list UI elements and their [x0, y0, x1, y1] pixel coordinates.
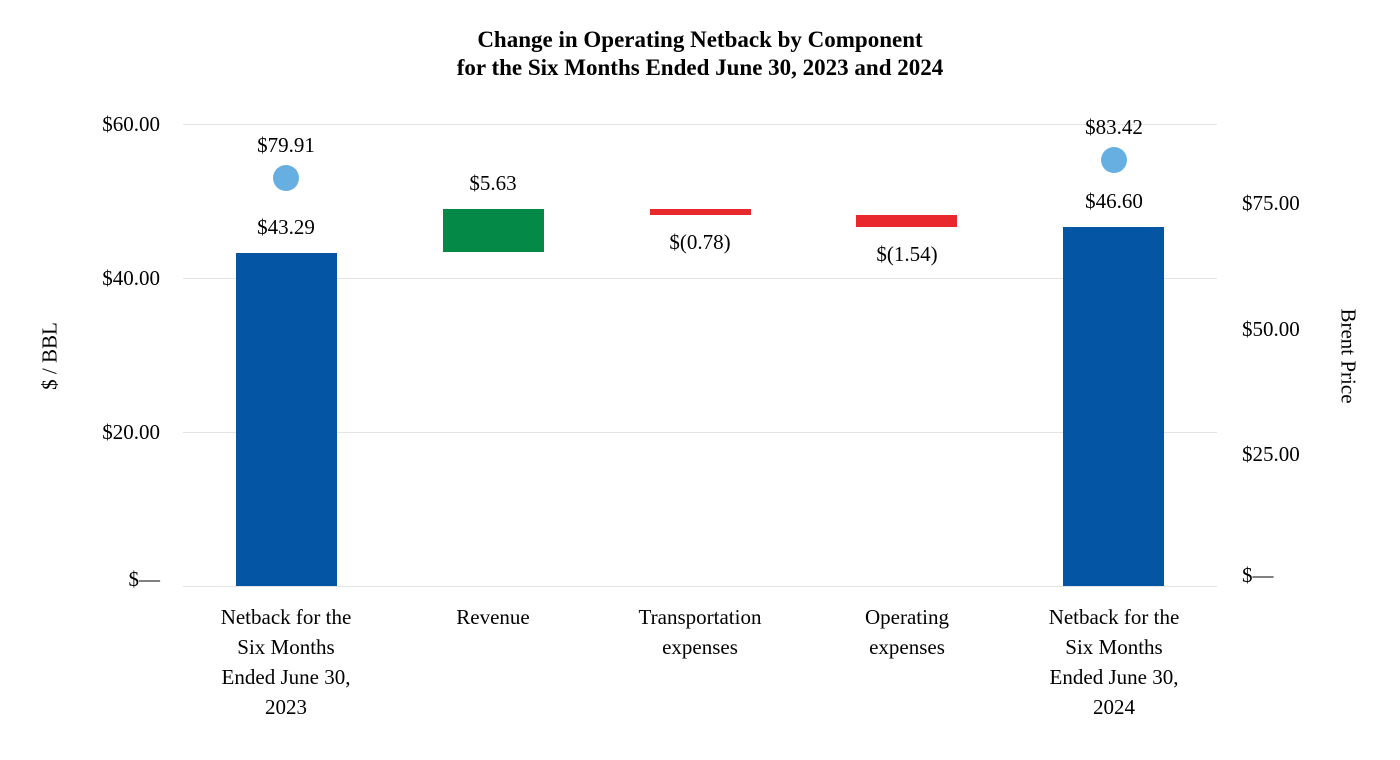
- category-label-netback-2024: Netback for the Six Months Ended June 30, 2…: [999, 602, 1229, 722]
- category-label-line: expenses: [662, 635, 738, 659]
- y-axis-tick-right-25: $25.00: [1242, 442, 1300, 466]
- marker-value-label-83.42: $83.42: [1085, 115, 1143, 139]
- category-label-line: Netback for the: [1048, 605, 1180, 629]
- waterfall-bar-transportation-expenses: [650, 209, 751, 215]
- category-label-line: Revenue: [456, 605, 530, 629]
- gridline-60: [183, 124, 1217, 125]
- waterfall-bar-operating-expenses: [856, 215, 957, 227]
- bar-value-label-operating-expenses: $(1.54): [876, 242, 938, 266]
- waterfall-bar-netback-2023: [236, 253, 337, 586]
- chart-title-line-1: Change in Operating Netback by Component: [477, 27, 923, 52]
- category-label-revenue: Revenue: [378, 602, 608, 632]
- category-label-line: Operating: [865, 605, 949, 629]
- gridline-20: [183, 432, 1217, 433]
- gridline-0: [183, 586, 1217, 587]
- waterfall-bar-netback-2024: [1063, 227, 1164, 586]
- y-axis-tick-right-0: $—: [1242, 563, 1274, 587]
- category-label-line: Six Months: [1065, 635, 1163, 659]
- category-label-netback-2023: Netback for the Six Months Ended June 30, 2…: [171, 602, 401, 722]
- bar-value-label-netback-2023: $43.29: [257, 215, 315, 239]
- category-label-line: Ended June 30,: [221, 665, 351, 689]
- chart-title-line-2: for the Six Months Ended June 30, 2023 a…: [456, 55, 944, 80]
- bar-value-label-revenue: $5.63: [469, 171, 517, 195]
- y-axis-tick-right-75: $75.00: [1242, 191, 1300, 215]
- bar-value-label-netback-2024: $46.60: [1085, 189, 1143, 213]
- y-axis-tick-left-40: $40.00: [102, 266, 160, 290]
- left-axis-title: $ / BBL: [37, 322, 62, 390]
- y-axis-tick-left-60: $60.00: [102, 112, 160, 136]
- category-label-line: expenses: [869, 635, 945, 659]
- category-label-operating-expenses: Operating expenses: [792, 602, 1022, 662]
- brent-price-marker-83.42: [1101, 147, 1127, 173]
- gridline-40: [183, 278, 1217, 279]
- y-axis-tick-right-50: $50.00: [1242, 317, 1300, 341]
- waterfall-bar-revenue: [443, 209, 544, 252]
- category-label-line: Ended June 30,: [1049, 665, 1179, 689]
- brent-price-marker-79.91: [273, 165, 299, 191]
- y-axis-tick-left-20: $20.00: [102, 420, 160, 444]
- category-label-line: Netback for the: [220, 605, 352, 629]
- category-label-line: Transportation: [638, 605, 762, 629]
- category-label-line: 2023: [265, 695, 307, 719]
- y-axis-tick-left-0: $—: [128, 567, 161, 591]
- marker-value-label-79.91: $79.91: [257, 133, 315, 157]
- category-label-line: 2024: [1093, 695, 1135, 719]
- category-label-transportation-expenses: Transportation expenses: [585, 602, 815, 662]
- bar-value-label-transportation-expenses: $(0.78): [669, 230, 731, 254]
- category-label-line: Six Months: [237, 635, 335, 659]
